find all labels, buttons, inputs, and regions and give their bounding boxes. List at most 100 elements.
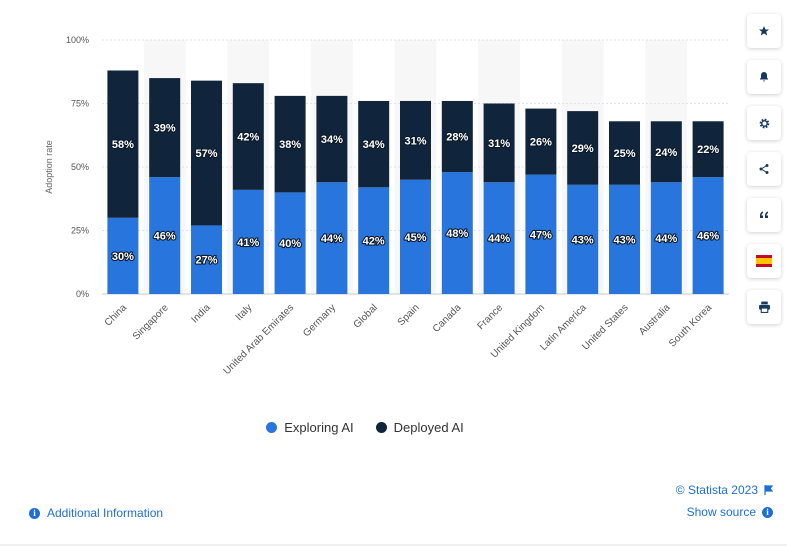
data-label: 57% xyxy=(195,148,217,160)
legend-item-exploring[interactable]: Exploring AI xyxy=(266,420,354,435)
bar-deployed xyxy=(232,83,264,190)
additional-information-link[interactable]: i Additional Information xyxy=(29,506,163,520)
bar-deployed xyxy=(692,121,724,178)
data-label: 44% xyxy=(321,233,343,245)
x-tick-label: South Korea xyxy=(667,302,714,349)
flag-icon xyxy=(764,485,773,495)
x-tick-label: Canada xyxy=(431,302,464,335)
data-label: 26% xyxy=(530,137,552,149)
y-tick-label: 50% xyxy=(71,162,89,172)
data-label: 24% xyxy=(655,147,677,159)
statista-credit[interactable]: © Statista 2023 xyxy=(676,483,773,497)
spain-flag-icon xyxy=(756,255,772,267)
data-label: 46% xyxy=(154,231,176,243)
bar-deployed xyxy=(483,103,515,183)
bar-exploring xyxy=(692,177,724,294)
notification-button[interactable] xyxy=(747,60,781,94)
legend-item-deployed[interactable]: Deployed AI xyxy=(375,420,464,435)
bar-exploring xyxy=(567,184,599,294)
bar-deployed xyxy=(650,121,682,183)
data-label: 42% xyxy=(237,132,259,144)
bar-exploring xyxy=(316,182,348,294)
bar-deployed xyxy=(441,100,473,173)
bar-deployed xyxy=(149,78,181,178)
x-tick-label: Australia xyxy=(637,302,673,338)
bar-deployed xyxy=(609,121,640,185)
y-tick-label: 75% xyxy=(71,99,89,109)
favorite-button[interactable] xyxy=(747,14,781,48)
settings-button[interactable] xyxy=(747,106,781,140)
bar-exploring xyxy=(609,184,640,294)
bar-deployed xyxy=(316,95,348,183)
data-label: 34% xyxy=(363,139,385,151)
y-axis-label: Adoption rate xyxy=(44,140,54,194)
credit-text: © Statista 2023 xyxy=(675,483,758,497)
stacked-bar-chart: 0% 25% 50% 75% 100% Adoption rate 30% 58% China 4… xyxy=(44,35,729,377)
data-label: 27% xyxy=(195,255,217,267)
info-icon: i xyxy=(29,507,40,519)
bar-deployed xyxy=(107,70,139,218)
data-label: 46% xyxy=(697,231,719,243)
show-source-text: Show source xyxy=(686,505,756,519)
data-label: 48% xyxy=(446,228,468,240)
printer-icon xyxy=(758,301,770,313)
x-tick-label: India xyxy=(190,302,213,325)
data-label: 44% xyxy=(488,233,510,245)
chart-legend: Exploring AI Deployed AI xyxy=(0,420,730,435)
x-tick-label: Germany xyxy=(301,302,338,339)
data-label: 45% xyxy=(404,232,426,244)
action-sidebar xyxy=(747,14,781,324)
bar-exploring xyxy=(232,189,264,294)
legend-marker-exploring xyxy=(266,422,278,433)
data-label: 47% xyxy=(530,229,552,241)
x-tick-label: Spain xyxy=(396,302,422,328)
data-label: 25% xyxy=(613,148,635,160)
x-tick-label: Global xyxy=(352,302,380,330)
data-label: 22% xyxy=(697,144,719,156)
print-button[interactable] xyxy=(747,290,781,324)
bottom-divider xyxy=(0,544,787,546)
cite-button[interactable] xyxy=(747,198,781,232)
legend-label-deployed: Deployed AI xyxy=(393,420,464,435)
language-button[interactable] xyxy=(747,244,781,278)
data-label: 42% xyxy=(363,236,385,248)
data-label: 30% xyxy=(112,251,134,263)
data-label: 44% xyxy=(655,233,677,245)
bar-exploring xyxy=(274,192,306,294)
share-icon xyxy=(759,164,769,174)
bar-deployed xyxy=(274,95,306,193)
bar-deployed xyxy=(400,100,431,180)
data-label: 39% xyxy=(154,123,176,135)
additional-information-text: Additional Information xyxy=(47,506,164,520)
data-label: 41% xyxy=(237,237,259,249)
data-label: 38% xyxy=(279,139,301,151)
bar-exploring xyxy=(358,187,390,294)
y-tick-label: 0% xyxy=(76,289,89,299)
x-tick-label: Italy xyxy=(234,302,255,323)
data-label: 34% xyxy=(321,134,343,146)
data-label: 58% xyxy=(112,139,134,151)
data-label: 31% xyxy=(488,138,510,150)
x-tick-label: China xyxy=(103,302,130,329)
bar-exploring xyxy=(400,179,431,294)
chart-area: 0% 25% 50% 75% 100% Adoption rate 30% 58% China 4… xyxy=(44,35,729,377)
bar-deployed xyxy=(567,111,599,185)
bar-exploring xyxy=(149,177,181,294)
bar-exploring xyxy=(483,182,515,294)
data-label: 31% xyxy=(404,135,426,147)
gear-icon xyxy=(759,118,769,128)
x-tick-label: France xyxy=(475,302,505,332)
data-label: 43% xyxy=(572,234,594,246)
y-tick-label: 100% xyxy=(66,35,89,45)
bar-exploring xyxy=(107,217,139,294)
info-icon: i xyxy=(762,506,773,518)
data-label: 43% xyxy=(613,234,635,246)
star-icon xyxy=(759,26,769,36)
bar-deployed xyxy=(191,80,222,226)
show-source-link[interactable]: Show source i xyxy=(676,505,773,519)
share-button[interactable] xyxy=(747,152,781,186)
x-tick-label: United Arab Emirates xyxy=(222,302,297,377)
data-label: 29% xyxy=(572,143,594,155)
legend-label-exploring: Exploring AI xyxy=(284,420,354,435)
bar-deployed xyxy=(525,108,557,175)
